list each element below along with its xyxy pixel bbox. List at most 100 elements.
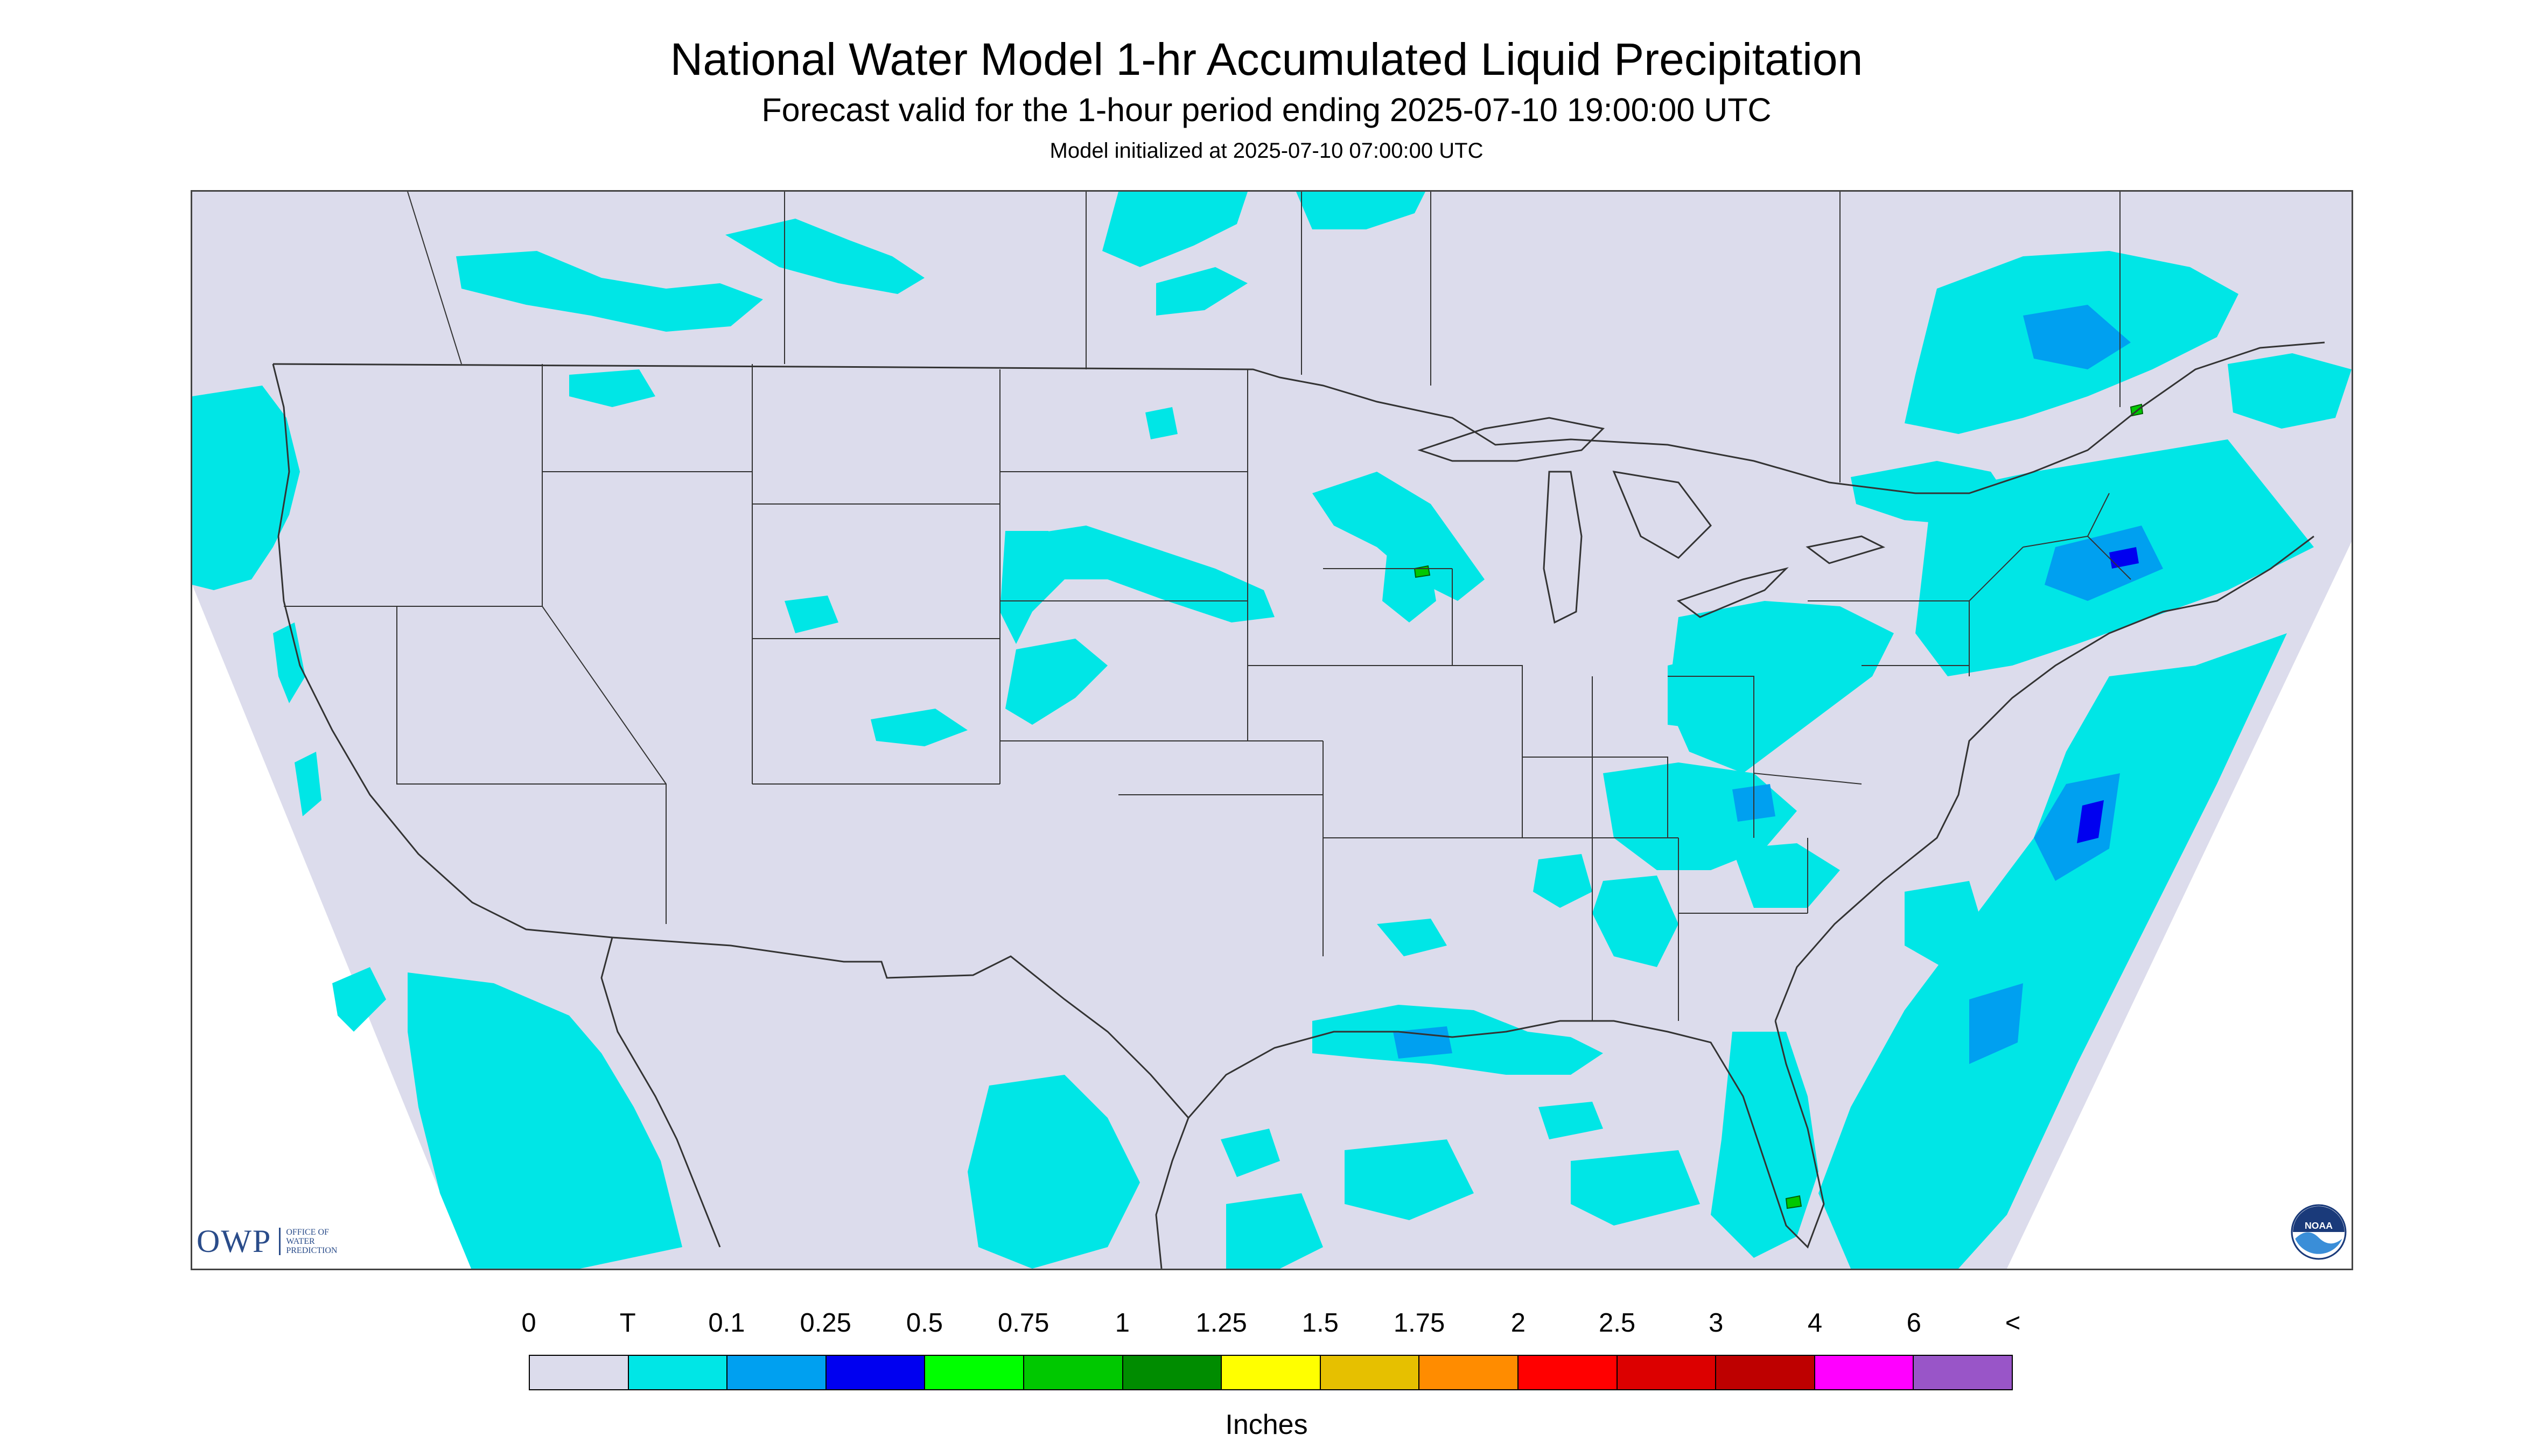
precip-area-ohio-valley bbox=[1668, 649, 1754, 730]
precip-area-carolinas bbox=[1732, 843, 1840, 908]
map-title: National Water Model 1-hr Accumulated Li… bbox=[670, 34, 1863, 85]
coastline-pacific bbox=[272, 363, 613, 939]
legend-label: T bbox=[619, 1308, 636, 1338]
precip-area-wy bbox=[785, 596, 838, 633]
precip-light-gulf bbox=[1393, 1026, 1452, 1059]
legend-label: 0.5 bbox=[906, 1308, 943, 1338]
precip-heavy-fl bbox=[1785, 1195, 1802, 1209]
precip-light-quebec bbox=[2023, 305, 2131, 369]
precip-area-baja bbox=[408, 972, 682, 1269]
precip-area-pacific-nw bbox=[192, 386, 300, 590]
legend-labels: 0 T 0.1 0.25 0.5 0.75 1 1.25 1.5 1.75 2 2.5 3 4 6 < bbox=[0, 1307, 2533, 1339]
coastline-gulf bbox=[1187, 1020, 1825, 1249]
precip-area-montana bbox=[569, 369, 655, 407]
legend-label: 1 bbox=[1115, 1308, 1130, 1338]
legend-label: 1.75 bbox=[1393, 1308, 1445, 1338]
legend-label: 1.25 bbox=[1195, 1308, 1247, 1338]
owp-logo-text: OFFICE OF WATER PREDICTION bbox=[279, 1227, 351, 1255]
legend-swatch bbox=[1518, 1356, 1618, 1389]
legend-swatch bbox=[1914, 1356, 2012, 1389]
legend-swatch bbox=[628, 1356, 728, 1389]
precip-area-sd bbox=[1000, 531, 1065, 644]
boundaries bbox=[272, 192, 2325, 1269]
precip-area-gulf-4 bbox=[1221, 1129, 1280, 1177]
precip-moderate-atl bbox=[2077, 800, 2104, 843]
legend-swatch bbox=[530, 1356, 629, 1389]
legend-swatch bbox=[1617, 1356, 1717, 1389]
precip-area-sask bbox=[725, 219, 925, 294]
legend-swatch bbox=[1123, 1356, 1222, 1389]
precip-heavy-wi bbox=[1414, 565, 1431, 578]
precip-area-ca-coast bbox=[273, 622, 305, 703]
legend-label: 0.1 bbox=[708, 1308, 745, 1338]
legend-label: 3 bbox=[1709, 1308, 1724, 1338]
legend-label: 2.5 bbox=[1599, 1308, 1636, 1338]
precip-area-iowa bbox=[1382, 536, 1436, 622]
legend-swatch bbox=[1222, 1356, 1321, 1389]
legend-label: < bbox=[2005, 1308, 2021, 1338]
legend-label: 0.25 bbox=[800, 1308, 851, 1338]
precip-area-louisiana bbox=[1377, 919, 1447, 956]
precip-area-mid-atlantic bbox=[1668, 601, 1894, 773]
border-us-canada bbox=[272, 341, 2325, 494]
legend-label: 1.5 bbox=[1302, 1308, 1339, 1338]
precip-area-alabama bbox=[1533, 854, 1592, 908]
legend-swatch bbox=[925, 1356, 1024, 1389]
province-lines bbox=[407, 192, 2121, 482]
coastline-atlantic bbox=[1774, 535, 2314, 1021]
precip-area-nd bbox=[1145, 407, 1178, 439]
legend-label: 4 bbox=[1807, 1308, 1823, 1338]
precip-area-gulf-2 bbox=[1571, 1150, 1700, 1226]
lake-erie bbox=[1676, 567, 1789, 618]
precip-area-manitoba bbox=[1102, 192, 1248, 267]
precip-area-sask2 bbox=[1156, 267, 1248, 316]
precip-area-mexico-3 bbox=[1226, 1193, 1323, 1269]
model-init-time: Model initialized at 2025-07-10 07:00:00… bbox=[1049, 139, 1484, 163]
coastline-mexico-gulf bbox=[1155, 1117, 1189, 1269]
precip-area-georgia bbox=[1592, 876, 1678, 967]
coastline-baja bbox=[600, 937, 721, 1248]
precip-area-ca-coast2 bbox=[295, 752, 321, 816]
model-domain bbox=[192, 192, 2352, 1269]
precip-area-nb bbox=[2228, 353, 2352, 429]
legend-units: Inches bbox=[1225, 1409, 1308, 1440]
precip-area-ontario-w bbox=[1296, 192, 1425, 229]
precip-light-northeast bbox=[2045, 526, 2163, 601]
lake-michigan bbox=[1543, 471, 1583, 624]
legend-label: 0.75 bbox=[997, 1308, 1049, 1338]
legend-swatch bbox=[826, 1356, 926, 1389]
precip-area-gulf-1 bbox=[1345, 1139, 1474, 1220]
legend-label: 0 bbox=[521, 1308, 536, 1338]
legend-label: 6 bbox=[1906, 1308, 1921, 1338]
owp-logo-mark: OWP bbox=[197, 1223, 272, 1259]
precip-area-colorado bbox=[1005, 639, 1108, 725]
precip-area-gulf-3 bbox=[1538, 1102, 1603, 1139]
state-lines bbox=[284, 364, 2131, 1021]
legend-label: 2 bbox=[1510, 1308, 1526, 1338]
precip-area-colorado2 bbox=[871, 709, 968, 746]
legend-swatch bbox=[727, 1356, 827, 1389]
legend-swatch bbox=[1320, 1356, 1420, 1389]
owp-logo: OWP OFFICE OF WATER PREDICTION bbox=[197, 1220, 351, 1263]
lake-superior bbox=[1417, 417, 1605, 462]
precip-area-nebraska bbox=[1016, 526, 1275, 622]
precip-area-alberta bbox=[456, 251, 763, 332]
legend-swatch bbox=[1024, 1356, 1123, 1389]
precip-area-atlantic bbox=[1818, 633, 2287, 1269]
precip-light-atlantic2 bbox=[1969, 983, 2023, 1064]
precipitation-map bbox=[191, 190, 2353, 1270]
precip-area-gulf-coast bbox=[1312, 1005, 1603, 1075]
precip-light-atlantic bbox=[2034, 773, 2120, 881]
precip-moderate-ne bbox=[2109, 547, 2139, 569]
legend-swatch bbox=[1716, 1356, 1815, 1389]
map-subtitle: Forecast valid for the 1-hour period end… bbox=[761, 92, 1772, 128]
colorbar bbox=[529, 1355, 2013, 1390]
precip-area-baja-south bbox=[332, 967, 386, 1032]
legend-swatch bbox=[1815, 1356, 1914, 1389]
precip-areas bbox=[192, 192, 2352, 1269]
lake-huron bbox=[1612, 471, 1712, 559]
lake-ontario bbox=[1806, 535, 1886, 564]
precip-area-mexico-2 bbox=[1065, 1123, 1108, 1166]
noaa-logo: NOAA bbox=[2291, 1204, 2347, 1260]
precip-area-atlantic-sw bbox=[1905, 881, 1985, 967]
